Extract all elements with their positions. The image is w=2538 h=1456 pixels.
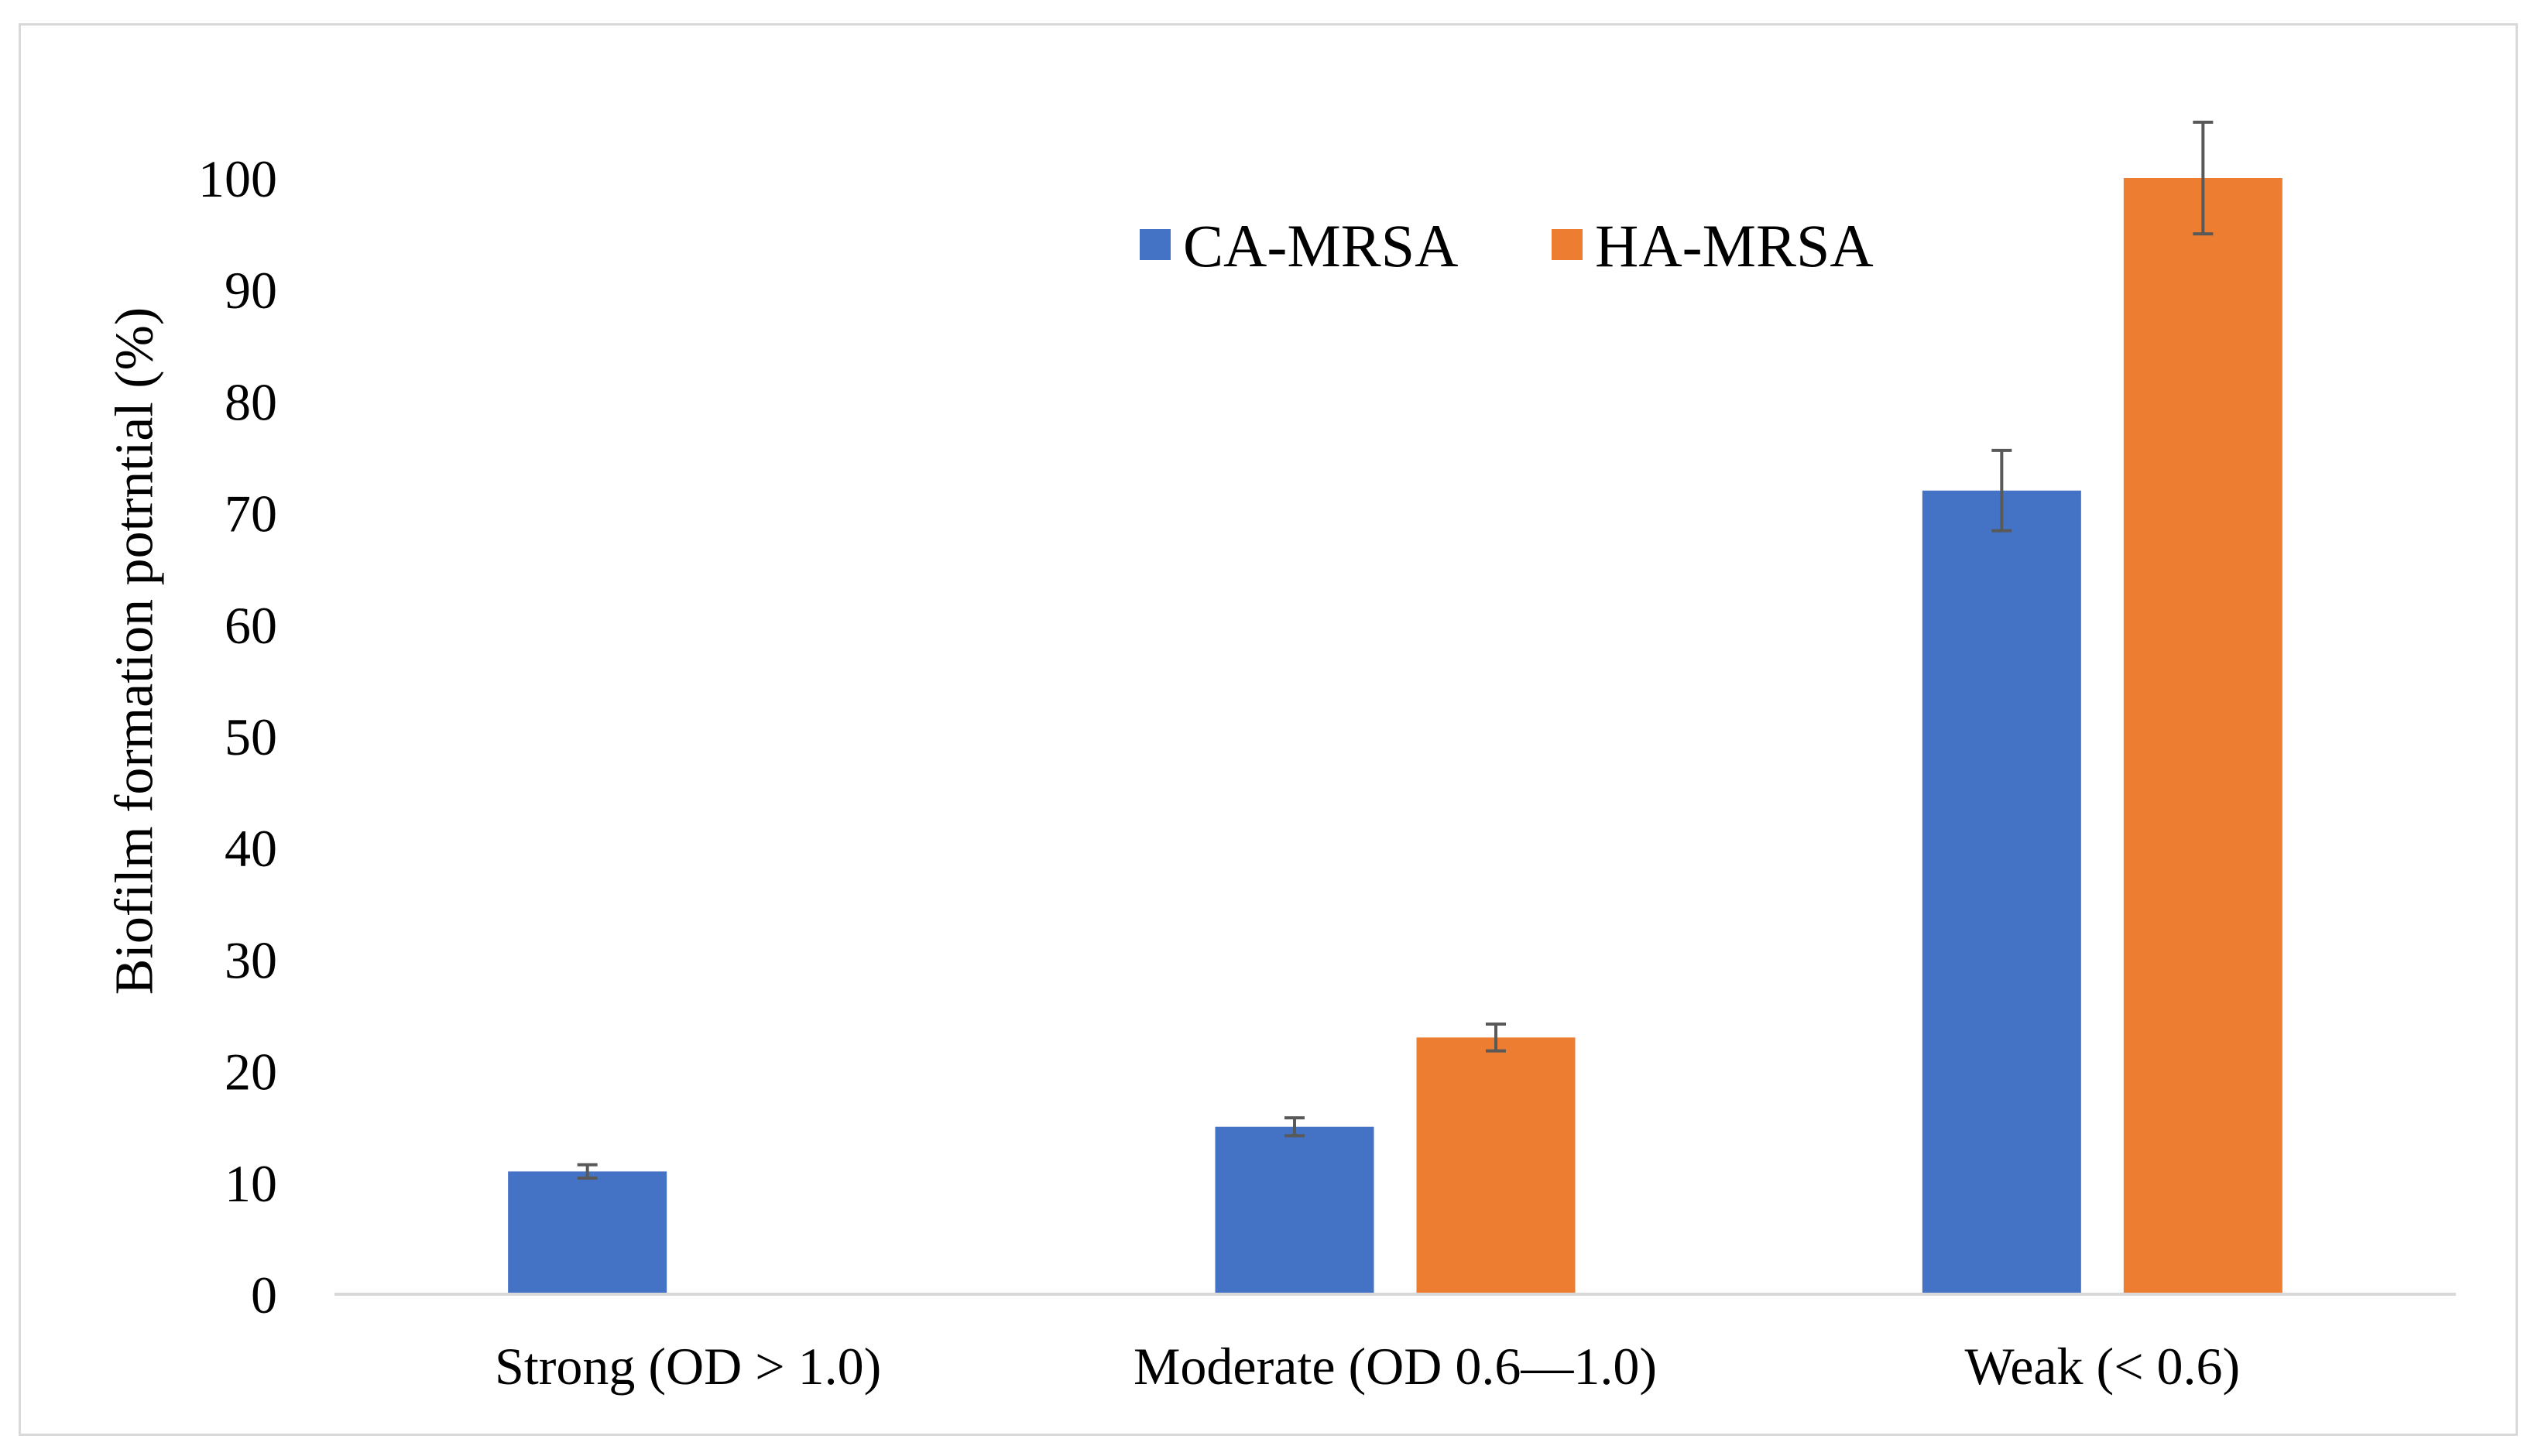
y-axis-ticks: 0 10 20 30 40 50 60 70 80 90 100 <box>198 149 277 1324</box>
x-category-label: Weak (< 0.6) <box>1964 1337 2240 1396</box>
x-category-label: Moderate (OD 0.6—1.0) <box>1134 1337 1657 1396</box>
error-bar-ca-mrsa-2 <box>1991 448 2012 533</box>
y-tick-label: 50 <box>225 707 277 766</box>
bar-ca-mrsa-2 <box>1922 490 2081 1294</box>
y-tick-label: 20 <box>225 1043 277 1101</box>
y-tick-label: 80 <box>225 372 277 431</box>
x-category-label: Strong (OD > 1.0) <box>495 1337 881 1396</box>
error-bar-ca-mrsa-0 <box>577 1163 598 1180</box>
y-tick-label: 70 <box>225 485 277 543</box>
bar-ha-mrsa-1 <box>1416 1037 1576 1294</box>
y-axis-title: Biofilm formation potrntial (%) <box>105 307 165 995</box>
legend-swatch <box>1140 229 1171 260</box>
legend-item-ha-mrsa: HA-MRSA <box>1552 212 1874 279</box>
bar-ca-mrsa-0 <box>508 1171 667 1294</box>
error-bar-ha-mrsa-1 <box>1486 1023 1506 1053</box>
legend-item-ca-mrsa: CA-MRSA <box>1140 212 1458 279</box>
bar-ha-mrsa-2 <box>2123 178 2282 1294</box>
error-bar-ha-mrsa-2 <box>2193 120 2214 236</box>
legend-label: HA-MRSA <box>1595 212 1874 279</box>
bar-ca-mrsa-1 <box>1215 1126 1374 1294</box>
y-tick-label: 30 <box>225 930 277 989</box>
legend-swatch <box>1552 229 1583 260</box>
legend-label: CA-MRSA <box>1183 212 1458 279</box>
error-bars <box>577 120 2214 1180</box>
x-axis-labels: Strong (OD > 1.0) Moderate (OD 0.6—1.0) We… <box>495 1337 2240 1396</box>
y-tick-label: 0 <box>251 1266 277 1324</box>
bars <box>508 178 2282 1294</box>
y-tick-label: 100 <box>198 149 277 208</box>
legend: CA-MRSA HA-MRSA <box>1140 212 1874 279</box>
y-tick-label: 60 <box>225 596 277 655</box>
y-tick-label: 40 <box>225 819 277 878</box>
error-bar-ca-mrsa-1 <box>1284 1116 1305 1138</box>
y-tick-label: 10 <box>225 1154 277 1213</box>
y-tick-label: 90 <box>225 261 277 320</box>
